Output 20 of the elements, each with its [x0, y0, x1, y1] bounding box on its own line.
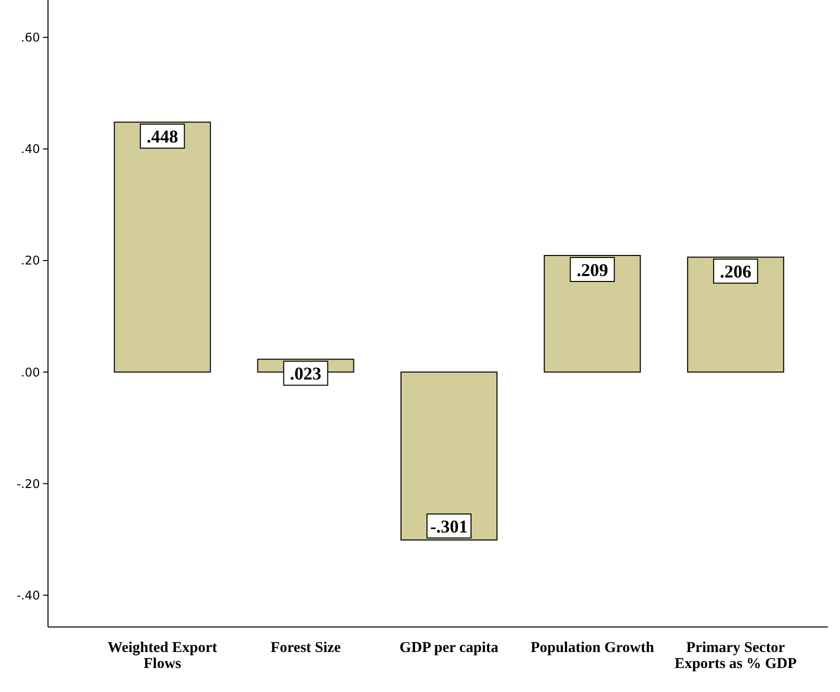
bar	[544, 254, 641, 373]
y-tick-label: -.20	[16, 476, 40, 491]
x-tick-label: Weighted Export Flows	[108, 640, 218, 672]
x-tick-label: Forest Size	[270, 640, 342, 656]
bar	[114, 122, 211, 373]
bar	[400, 372, 498, 540]
y-tick-label: -.40	[16, 588, 40, 602]
y-tick-label: .00	[20, 365, 40, 380]
bar	[687, 256, 784, 373]
data-label: .206	[720, 261, 752, 282]
data-label: -.301	[430, 516, 468, 536]
y-tick-label: .20	[20, 254, 40, 268]
data-label: .023	[290, 364, 322, 384]
data-label: .448	[146, 126, 178, 146]
y-tick-label: .40	[20, 142, 40, 156]
x-tick-label: GDP per capita	[400, 640, 499, 656]
data-label: .209	[576, 260, 608, 280]
x-tick-label: Population Growth	[530, 640, 655, 656]
y-tick-label: .60	[20, 30, 40, 45]
x-tick-label: Primary Sector Exports as % GDP	[674, 640, 797, 672]
